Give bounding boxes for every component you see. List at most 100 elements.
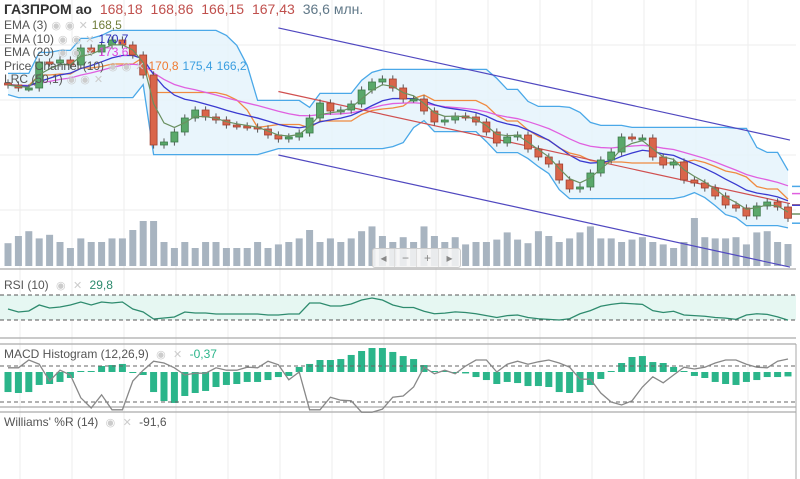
high-value: 168,86 (150, 1, 194, 17)
macd-bar (566, 372, 574, 393)
macd-bar (534, 372, 542, 387)
macd-bar (690, 372, 698, 376)
eye-icon[interactable]: ◉ (108, 60, 118, 73)
macd-bar (295, 366, 303, 372)
volume-bar (347, 238, 355, 266)
rsi-legend: RSI (10) ◉ ✕ 29,8 (4, 279, 117, 293)
volume-bar (264, 248, 272, 266)
volume-bar (222, 248, 230, 266)
close-icon[interactable]: ✕ (85, 47, 95, 59)
volume-bar (368, 226, 376, 266)
macd-bar (358, 351, 366, 372)
macd-bar (202, 372, 210, 391)
macd-bar (56, 372, 64, 382)
macd-bar (306, 363, 314, 372)
candle-down (149, 74, 158, 146)
scroll-right-button[interactable]: ▸ (446, 251, 453, 265)
volume-bar (670, 248, 678, 266)
volume-bar (118, 238, 126, 266)
macd-bar (46, 372, 54, 384)
volume-bar (753, 232, 761, 266)
macd-bar (87, 371, 95, 372)
close-icon[interactable]: ✕ (85, 33, 95, 46)
macd-bar (378, 348, 386, 372)
eye-icon[interactable]: ◉ (51, 20, 61, 32)
close-icon[interactable]: ✕ (72, 280, 83, 292)
low-value: 166,15 (201, 1, 245, 17)
volume-bar (202, 242, 210, 266)
macd-bar (524, 372, 532, 387)
close-icon[interactable]: ✕ (122, 417, 132, 429)
macd-bar (628, 357, 636, 372)
macd-bar (25, 372, 33, 393)
scroll-left-button[interactable]: ◂ (373, 249, 395, 267)
eye-icon[interactable]: ◉ (121, 60, 132, 73)
volume-bar (129, 230, 137, 266)
indicator-value: 175,4 (182, 58, 213, 73)
eye-icon[interactable]: ◉ (71, 33, 82, 46)
eye-icon[interactable]: ◉ (66, 74, 77, 86)
candle-down (201, 109, 210, 118)
candle-down (659, 156, 668, 166)
macd-bar (160, 372, 168, 402)
candle-down (648, 137, 657, 158)
volume-bar (160, 242, 168, 266)
zoom-in-button[interactable]: + (417, 249, 439, 267)
candle-up (56, 59, 64, 64)
macd-bar (451, 372, 459, 373)
volume-bar (77, 238, 85, 266)
volume-bar (274, 244, 282, 266)
macd-bar (607, 371, 615, 372)
eye-icon[interactable]: ◉ (56, 280, 66, 292)
macd-bar (763, 372, 771, 378)
close-icon[interactable]: ✕ (173, 349, 183, 361)
eye-icon[interactable]: ◉ (71, 47, 82, 59)
macd-bar (274, 372, 282, 378)
eye-icon[interactable]: ◉ (105, 417, 116, 429)
candle-down (139, 54, 148, 76)
candle-up (357, 89, 366, 105)
candle-down (690, 179, 699, 184)
eye-icon[interactable]: ◉ (80, 74, 90, 86)
volume-bar (66, 248, 74, 266)
candle-up (180, 117, 189, 133)
macd-bar (191, 372, 199, 393)
quote-header: ГАЗПРОМ ао 168,18 168,86 166,15 167,43 3… (4, 1, 367, 17)
volume-bar (628, 239, 636, 266)
candle-up (638, 137, 647, 141)
macd-bar (170, 372, 178, 403)
eye-icon[interactable]: ◉ (64, 20, 75, 32)
indicator-value: 170,8 (148, 58, 179, 73)
volume-bar (493, 239, 501, 266)
williams-value: -91,6 (139, 415, 167, 429)
macd-bar (14, 372, 22, 393)
volume-bar (555, 242, 563, 266)
zoom-out-button[interactable]: − (395, 249, 417, 267)
eye-icon[interactable]: ◉ (58, 33, 68, 46)
macd-bar (659, 363, 667, 372)
close-icon[interactable]: ✕ (78, 20, 88, 32)
candle-up (440, 119, 449, 123)
macd-bar (212, 372, 220, 387)
macd-bar (4, 372, 12, 393)
candle-down (628, 136, 636, 140)
volume-bar (503, 232, 511, 266)
volume-bar (306, 230, 314, 266)
williams-label: Williams' %R (14) (4, 415, 99, 429)
close-icon[interactable]: ✕ (135, 60, 145, 73)
macd-bar (784, 372, 792, 377)
eye-icon[interactable]: ◉ (156, 349, 166, 361)
volume-bar (25, 231, 33, 266)
volume-bar (87, 242, 95, 266)
macd-bar (150, 372, 158, 393)
eye-icon[interactable]: ◉ (58, 47, 68, 59)
volume-bar (763, 231, 771, 266)
candle-up (503, 136, 512, 144)
macd-bar (462, 372, 470, 374)
indicator-value: 170,7 (98, 31, 129, 46)
volume-bar (534, 231, 542, 266)
volume-bar (701, 237, 709, 266)
macd-bar (742, 372, 750, 382)
close-icon[interactable]: ✕ (93, 74, 104, 86)
